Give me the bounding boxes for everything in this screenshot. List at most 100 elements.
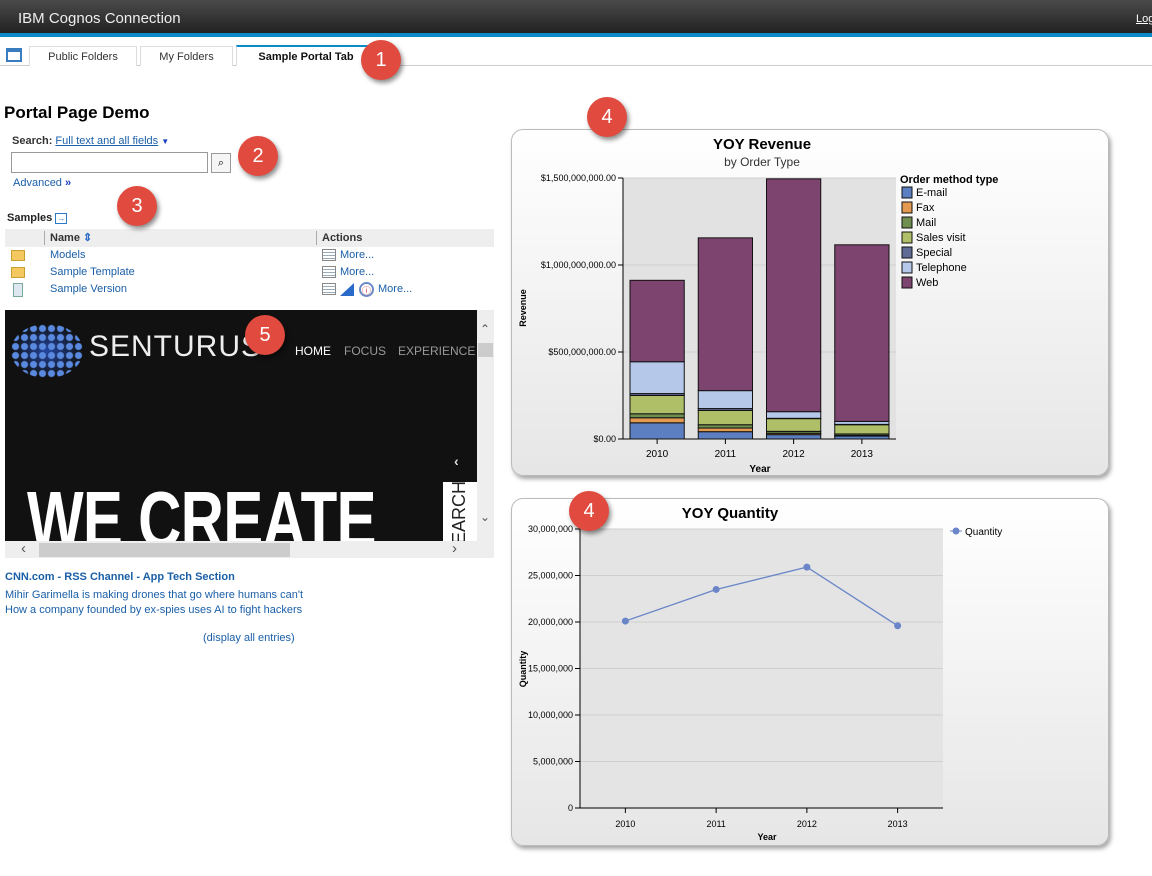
chart-title: YOY Revenue [713, 136, 811, 153]
legend-label: Quantity [965, 527, 1002, 538]
query-studio-icon[interactable] [340, 283, 354, 296]
scroll-up-icon[interactable]: ⌃ [480, 322, 491, 336]
bar-segment-fax [697, 427, 753, 433]
x-tick-label: 2012 [783, 449, 806, 460]
chevron-left-icon[interactable]: ‹ [454, 453, 459, 469]
legend-label: Web [916, 277, 938, 289]
advanced-search-link[interactable]: Advanced » [13, 177, 71, 189]
bar-segment-telephone [766, 411, 822, 419]
revenue-chart-panel: $0.00 $500,000,000.00 $1,000,000,000.00 $1,… [511, 129, 1109, 476]
tab-sample-portal[interactable]: Sample Portal Tab [236, 45, 376, 66]
bar-segment-sales-visit [629, 395, 685, 415]
bar-segment-fax [629, 417, 685, 424]
bar-segment-e-mail [629, 422, 685, 440]
scroll-down-icon[interactable]: ⌄ [480, 510, 491, 524]
data-point [894, 622, 902, 630]
logoff-link[interactable]: Log Off [1136, 13, 1152, 25]
rss-item[interactable]: How a company founded by ex-spies uses A… [5, 604, 303, 616]
nav-focus[interactable]: FOCUS [344, 344, 386, 358]
chart-title: YOY Quantity [682, 505, 779, 522]
x-tick-label: 2011 [706, 819, 725, 829]
scroll-right-icon[interactable]: › [452, 540, 457, 557]
legend-swatch [901, 186, 913, 199]
bar-segment-telephone [697, 390, 753, 410]
double-chevron-down-icon: » [65, 177, 72, 189]
properties-icon[interactable] [322, 249, 336, 261]
open-link-icon[interactable]: → [55, 213, 68, 224]
bar-segment-e-mail [697, 431, 753, 440]
x-tick-label: 2013 [888, 819, 908, 829]
y-tick-label: 5,000,000 [533, 757, 573, 767]
top-banner [0, 0, 1152, 37]
horizontal-scrollbar[interactable]: ‹ › [5, 540, 477, 558]
more-actions-link[interactable]: More... [340, 249, 375, 261]
portal-menu-icon[interactable] [6, 48, 22, 62]
scroll-left-icon[interactable]: ‹ [21, 540, 26, 557]
sort-icon[interactable]: ⇕ [83, 232, 93, 244]
column-header-name[interactable]: Name ⇕ [50, 232, 93, 244]
display-all-entries-link[interactable]: (display all entries) [203, 632, 295, 644]
legend-label: Mail [916, 217, 936, 229]
tab-my-folders[interactable]: My Folders [140, 46, 233, 66]
y-tick-label: $1,000,000,000.00 [541, 260, 616, 270]
callout-badge: 3 [117, 186, 157, 226]
search-input[interactable] [11, 152, 208, 173]
callout-badge: 5 [245, 315, 285, 355]
legend-swatch [901, 276, 913, 289]
column-header-actions: Actions [322, 232, 363, 244]
more-actions-link[interactable]: More... [378, 283, 413, 295]
y-axis-title: Quantity [518, 651, 528, 688]
legend-label: Fax [916, 202, 935, 214]
nav-experience[interactable]: EXPERIENCE [398, 344, 476, 358]
samples-title: Samples → [7, 212, 68, 224]
more-actions-link[interactable]: More... [340, 266, 375, 278]
senturus-logo-text: SENTURUS [89, 330, 263, 363]
y-tick-label: $1,500,000,000.00 [541, 173, 616, 183]
samples-title-text: Samples [7, 212, 53, 224]
x-tick-label: 2013 [851, 449, 874, 460]
callout-badge: 2 [238, 136, 278, 176]
scroll-thumb[interactable] [39, 543, 290, 557]
x-axis-title: Year [757, 832, 777, 842]
series-line-quantity [625, 566, 898, 627]
revenue-chart: $0.00 $500,000,000.00 $1,000,000,000.00 $1,… [518, 136, 998, 475]
properties-icon[interactable] [322, 266, 336, 278]
scroll-thumb[interactable] [478, 343, 493, 357]
legend-label: Special [916, 247, 952, 259]
search-scope-dropdown[interactable]: Full text and all fields [55, 135, 159, 147]
nav-home[interactable]: HOME [295, 344, 331, 358]
legend-label: Telephone [916, 262, 967, 274]
rss-channel-title[interactable]: CNN.com - RSS Channel - App Tech Section [5, 571, 235, 583]
rss-item[interactable]: Mihir Garimella is making drones that go… [5, 589, 304, 601]
search-label: Search: [12, 135, 53, 147]
side-search-tab[interactable]: SEARCH [443, 482, 477, 541]
data-point [712, 585, 720, 593]
legend-marker [952, 527, 960, 535]
bar-segment-sales-visit [766, 418, 822, 432]
analysis-studio-icon[interactable]: ⓘ [359, 282, 374, 297]
tab-public-folders[interactable]: Public Folders [29, 46, 137, 66]
bar-segment-sales-visit [834, 424, 890, 435]
bar-segment-telephone [629, 361, 685, 395]
x-tick-label: 2010 [615, 819, 635, 829]
item-link-sample-template[interactable]: Sample Template [50, 266, 135, 278]
magnifier-icon: ⌕ [217, 157, 225, 169]
hero-headline: WE CREATE [27, 475, 377, 541]
y-tick-label: 30,000,000 [528, 524, 573, 534]
senturus-globe-logo [11, 324, 83, 378]
vertical-scrollbar[interactable]: ⌃ ⌄ [477, 310, 494, 558]
dropdown-arrow-icon[interactable]: ▼ [161, 137, 170, 146]
properties-icon[interactable] [322, 283, 336, 295]
quantity-chart-panel: 0 5,000,000 10,000,000 15,000,000 20,000,000… [511, 498, 1109, 846]
bar-segment-e-mail [766, 434, 822, 440]
advanced-label[interactable]: Advanced [13, 177, 62, 189]
folder-icon [11, 250, 25, 261]
table-row: Models More... [5, 248, 494, 265]
embedded-web-page[interactable]: SENTURUS HOME FOCUS EXPERIENCE ‹ WE CREA… [5, 310, 477, 541]
bar-segment-mail [629, 413, 685, 419]
search-button[interactable]: ⌕ [211, 153, 231, 173]
item-link-sample-version[interactable]: Sample Version [50, 283, 128, 295]
item-link-models[interactable]: Models [50, 249, 86, 261]
side-search-label: SEARCH [449, 482, 469, 541]
legend-swatch [901, 216, 913, 229]
